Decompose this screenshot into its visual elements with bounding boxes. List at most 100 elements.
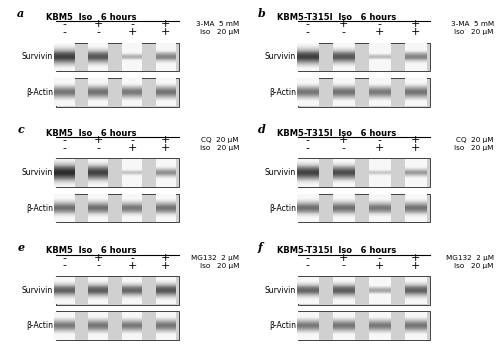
Bar bbox=[405, 171, 426, 172]
Bar bbox=[156, 101, 176, 102]
Bar bbox=[156, 169, 176, 170]
Bar bbox=[122, 301, 142, 302]
Bar bbox=[369, 296, 390, 297]
Bar bbox=[156, 301, 176, 302]
Bar bbox=[297, 164, 318, 165]
Bar bbox=[297, 217, 318, 218]
Text: KBM5  Iso   6 hours: KBM5 Iso 6 hours bbox=[46, 129, 137, 138]
Bar bbox=[156, 96, 176, 97]
Bar bbox=[122, 219, 142, 220]
Bar bbox=[122, 325, 142, 326]
Bar bbox=[54, 314, 74, 315]
Bar bbox=[405, 57, 426, 58]
Bar bbox=[122, 201, 142, 202]
Bar bbox=[297, 216, 318, 217]
Bar bbox=[405, 63, 426, 64]
Bar bbox=[297, 213, 318, 214]
Bar bbox=[405, 203, 426, 204]
Bar bbox=[333, 326, 354, 327]
Bar bbox=[54, 180, 74, 181]
Bar bbox=[297, 169, 318, 170]
Bar bbox=[333, 175, 354, 176]
Bar bbox=[297, 80, 318, 81]
Bar bbox=[333, 62, 354, 63]
Bar bbox=[369, 182, 390, 183]
Bar bbox=[369, 220, 390, 221]
Bar bbox=[333, 176, 354, 177]
Bar bbox=[297, 173, 318, 174]
Bar bbox=[369, 221, 390, 222]
Text: KBM5-T315I  Iso   6 hours: KBM5-T315I Iso 6 hours bbox=[277, 246, 396, 255]
Bar bbox=[122, 295, 142, 296]
Bar bbox=[369, 332, 390, 333]
Bar bbox=[405, 101, 426, 102]
Bar bbox=[405, 51, 426, 52]
Bar bbox=[297, 105, 318, 106]
Bar bbox=[54, 214, 74, 215]
Bar bbox=[54, 52, 74, 53]
Bar bbox=[54, 96, 74, 97]
Bar bbox=[297, 207, 318, 208]
Bar bbox=[88, 168, 108, 169]
Bar bbox=[369, 177, 390, 178]
Bar bbox=[369, 205, 390, 206]
Bar bbox=[405, 64, 426, 65]
Bar bbox=[156, 97, 176, 98]
Bar bbox=[405, 161, 426, 162]
Bar bbox=[297, 51, 318, 52]
Bar bbox=[156, 321, 176, 322]
Text: -: - bbox=[306, 253, 310, 263]
Bar bbox=[122, 293, 142, 294]
Bar bbox=[122, 329, 142, 330]
Bar bbox=[405, 298, 426, 299]
Text: CQ  20 μM: CQ 20 μM bbox=[456, 137, 494, 143]
Bar bbox=[122, 67, 142, 68]
Bar bbox=[369, 159, 390, 160]
Bar bbox=[156, 335, 176, 336]
Bar bbox=[405, 326, 426, 327]
Bar bbox=[156, 175, 176, 176]
Bar bbox=[54, 45, 74, 46]
Bar bbox=[297, 333, 318, 334]
Bar bbox=[369, 174, 390, 175]
Bar bbox=[297, 336, 318, 337]
Bar bbox=[156, 197, 176, 198]
Bar bbox=[88, 213, 108, 214]
Bar bbox=[54, 339, 74, 340]
Bar bbox=[333, 53, 354, 54]
Bar bbox=[122, 214, 142, 215]
Bar bbox=[156, 81, 176, 82]
Bar bbox=[156, 293, 176, 294]
Bar bbox=[122, 284, 142, 285]
Bar bbox=[54, 67, 74, 68]
Bar bbox=[297, 70, 318, 71]
Bar bbox=[333, 219, 354, 220]
Bar bbox=[405, 320, 426, 321]
Bar bbox=[369, 208, 390, 209]
Bar bbox=[54, 82, 74, 83]
Bar bbox=[156, 159, 176, 160]
Bar bbox=[88, 164, 108, 165]
Bar bbox=[297, 185, 318, 186]
Bar bbox=[54, 185, 74, 186]
Bar bbox=[369, 200, 390, 201]
Bar bbox=[333, 105, 354, 106]
Bar bbox=[333, 169, 354, 170]
Bar bbox=[122, 165, 142, 166]
Bar bbox=[405, 199, 426, 200]
Bar bbox=[54, 213, 74, 214]
Bar bbox=[333, 185, 354, 186]
Bar bbox=[156, 63, 176, 64]
Bar bbox=[156, 338, 176, 339]
Bar bbox=[333, 285, 354, 286]
Bar bbox=[333, 195, 354, 196]
Bar bbox=[298, 311, 430, 340]
Bar bbox=[405, 70, 426, 71]
Bar bbox=[405, 86, 426, 87]
Bar bbox=[156, 65, 176, 66]
Bar bbox=[88, 316, 108, 317]
Bar bbox=[369, 63, 390, 64]
Bar bbox=[54, 165, 74, 166]
Bar bbox=[88, 327, 108, 328]
Bar bbox=[156, 326, 176, 327]
